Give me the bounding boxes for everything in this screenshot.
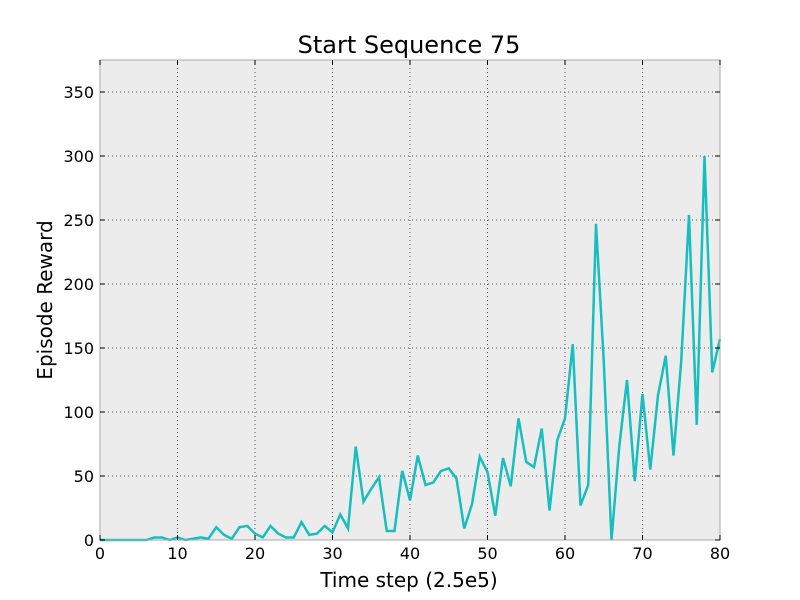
x-axis-label: Time step (2.5e5) — [319, 568, 497, 592]
x-tick-label: 40 — [400, 544, 420, 563]
y-tick-label: 350 — [63, 83, 94, 102]
series-layer — [100, 155, 722, 542]
y-tick-label: 200 — [63, 275, 94, 294]
y-tick-label: 0 — [84, 531, 94, 550]
x-tick-label: 60 — [555, 544, 575, 563]
chart-title: Start Sequence 75 — [298, 31, 521, 59]
y-tick-label: 100 — [63, 403, 94, 422]
y-tick-label: 50 — [74, 467, 94, 486]
x-tick-label: 70 — [632, 544, 652, 563]
y-tick-label: 150 — [63, 339, 94, 358]
y-axis-label: Episode Reward — [33, 220, 57, 379]
x-tick-label: 0 — [95, 544, 105, 563]
y-tick-label: 250 — [63, 211, 94, 230]
x-tick-label: 10 — [167, 544, 187, 563]
x-tick-label: 50 — [477, 544, 497, 563]
x-tick-label: 30 — [322, 544, 342, 563]
series-line — [100, 155, 722, 542]
y-tick-label: 300 — [63, 147, 94, 166]
x-tick-label: 20 — [245, 544, 265, 563]
axis-ticks: 0 10 20 30 40 50 60 70 80 0 50 100 150 200 250 300 350 — [63, 60, 730, 563]
x-tick-label: 80 — [710, 544, 730, 563]
